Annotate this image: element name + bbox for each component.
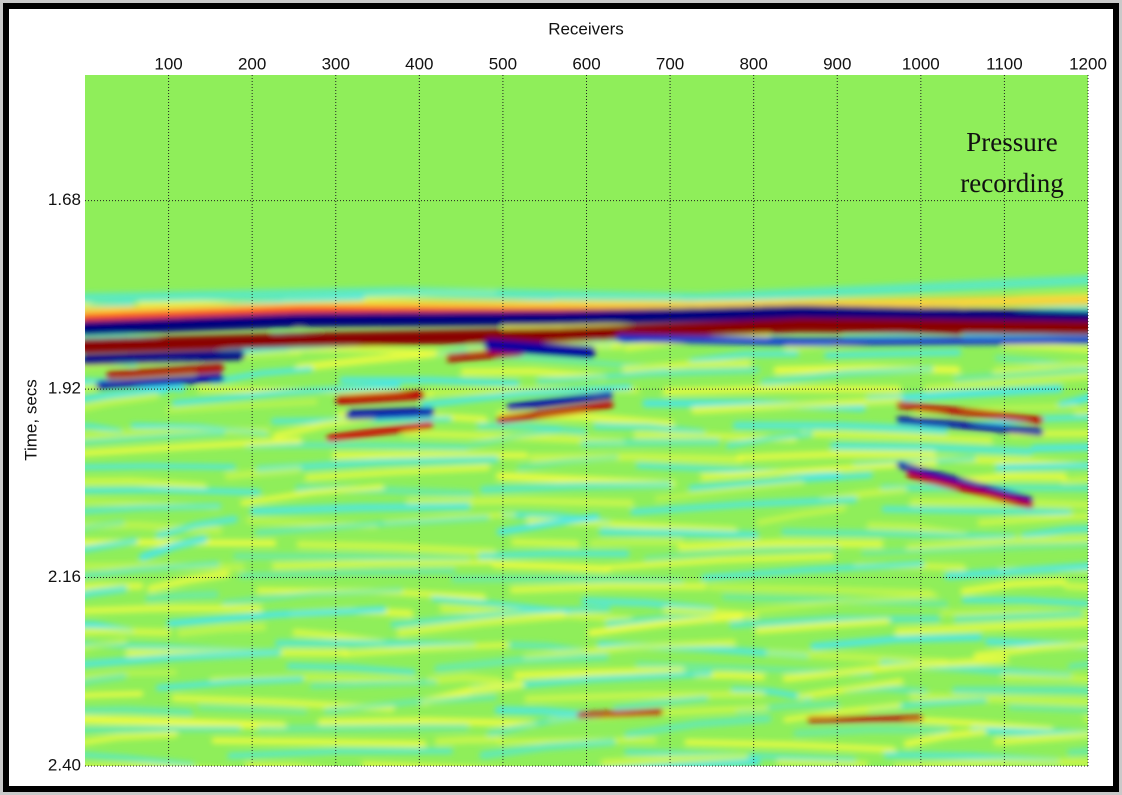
wave-band xyxy=(254,506,467,511)
wave-band xyxy=(149,595,215,599)
y-axis-title: Time, secs xyxy=(21,379,40,461)
wave-band xyxy=(681,543,880,547)
wave-band xyxy=(455,578,680,581)
wave-band xyxy=(884,509,1069,512)
x-tick-label: 100 xyxy=(154,54,182,73)
wave-band xyxy=(60,466,233,468)
wave-band xyxy=(60,490,259,493)
x-tick-label: 600 xyxy=(572,54,600,73)
y-tick-label: 1.92 xyxy=(48,379,81,398)
wave-band xyxy=(85,355,240,360)
wave-band xyxy=(321,721,532,724)
wave-band xyxy=(430,678,499,682)
wave-band xyxy=(214,741,423,744)
x-tick-label: 900 xyxy=(823,54,851,73)
wave-band xyxy=(60,608,259,611)
wave-band xyxy=(779,762,865,764)
y-tick-label: 2.40 xyxy=(48,755,81,774)
wave-band xyxy=(602,532,755,535)
x-tick-label: 1100 xyxy=(986,54,1023,73)
wave-band xyxy=(350,412,430,415)
wave-band xyxy=(499,710,587,715)
page: 100 200 300 400 500 600 700 800 900 1000 1100 1200 1… xyxy=(0,0,1122,795)
wave-band xyxy=(797,730,946,734)
x-tick-label: 400 xyxy=(405,54,433,73)
wave-band xyxy=(248,445,465,447)
x-tick-label: 1000 xyxy=(902,54,940,73)
x-tick-label: 1200 xyxy=(1069,54,1107,73)
wave-band xyxy=(514,542,577,544)
wave-band xyxy=(342,380,516,383)
wave-band xyxy=(260,727,465,729)
wave-band xyxy=(620,338,1090,342)
wave-band xyxy=(584,442,717,444)
y-tick-label: 1.68 xyxy=(48,190,81,209)
wave-band xyxy=(495,564,607,568)
wave-band xyxy=(827,352,958,355)
x-tick-label: 200 xyxy=(238,54,266,73)
wave-band xyxy=(340,395,420,400)
wave-band xyxy=(335,455,525,456)
wave-band xyxy=(438,740,498,742)
y-tick-label: 2.16 xyxy=(48,567,81,586)
x-tick-label: 300 xyxy=(322,54,350,73)
annotation-line: Pressure xyxy=(966,127,1057,157)
x-tick-label: 800 xyxy=(739,54,767,73)
x-axis-title: Receivers xyxy=(548,19,624,38)
wave-band xyxy=(513,586,704,590)
wave-band xyxy=(580,712,660,715)
wave-band xyxy=(237,556,467,560)
wave-band xyxy=(60,542,273,543)
x-tick-label: 500 xyxy=(489,54,517,73)
wave-band xyxy=(592,542,680,543)
annotation-line: recording xyxy=(960,168,1063,198)
x-tick-label: 700 xyxy=(656,54,684,73)
chart: 100 200 300 400 500 600 700 800 900 1000 1100 1200 1… xyxy=(0,0,1122,795)
wave-band xyxy=(884,488,1122,489)
wave-band xyxy=(60,729,238,731)
wave-band xyxy=(740,454,932,457)
wave-band xyxy=(490,345,590,352)
wave-band xyxy=(810,718,920,720)
